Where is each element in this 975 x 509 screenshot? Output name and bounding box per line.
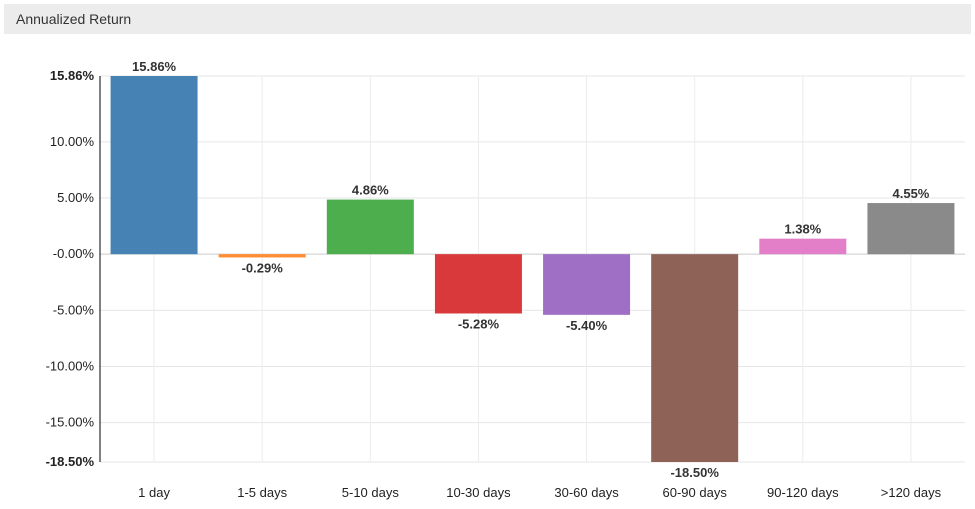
x-tick-label: 60-90 days: [663, 485, 728, 500]
x-tick-label: 1 day: [138, 485, 170, 500]
bar: [434, 254, 522, 314]
y-tick-label: -10.00%: [46, 359, 95, 374]
bars: [110, 76, 955, 462]
bar: [651, 254, 739, 462]
chart-title: Annualized Return: [16, 11, 132, 27]
labels: 15.86% 10.00% 5.00% -0.00% -5.00% -10.00% -15.…: [46, 59, 942, 500]
bar: [867, 203, 955, 255]
y-tick-label: 10.00%: [50, 134, 95, 149]
bar-value-label: -18.50%: [670, 465, 719, 480]
y-tick-label: -5.00%: [53, 302, 95, 317]
bar: [326, 199, 414, 255]
y-tick-label: -0.00%: [53, 246, 95, 261]
grid-lines: [100, 75, 965, 463]
bar-value-label: -0.29%: [242, 260, 284, 275]
y-tick-label: 5.00%: [57, 190, 94, 205]
x-tick-label: 5-10 days: [342, 485, 400, 500]
bar-value-label: -5.28%: [458, 316, 500, 331]
x-tick-label: 90-120 days: [767, 485, 839, 500]
chart-panel-header: Annualized Return: [4, 4, 971, 34]
bar: [110, 76, 198, 255]
y-tick-label: -18.50%: [46, 454, 95, 469]
x-tick-label: 1-5 days: [237, 485, 287, 500]
bar-value-label: -5.40%: [566, 318, 608, 333]
y-tick-label: -15.00%: [46, 415, 95, 430]
x-tick-label: 10-30 days: [446, 485, 511, 500]
bar-value-label: 4.55%: [893, 186, 930, 201]
bar: [218, 254, 306, 258]
bar: [543, 254, 631, 315]
x-tick-label: >120 days: [881, 485, 942, 500]
axes: [99, 76, 965, 462]
x-tick-label: 30-60 days: [554, 485, 619, 500]
bar: [759, 238, 847, 255]
y-tick-label: 15.86%: [50, 68, 95, 83]
bar-value-label: 15.86%: [132, 59, 177, 74]
bar-value-label: 4.86%: [352, 183, 389, 198]
bar-value-label: 1.38%: [784, 222, 821, 237]
